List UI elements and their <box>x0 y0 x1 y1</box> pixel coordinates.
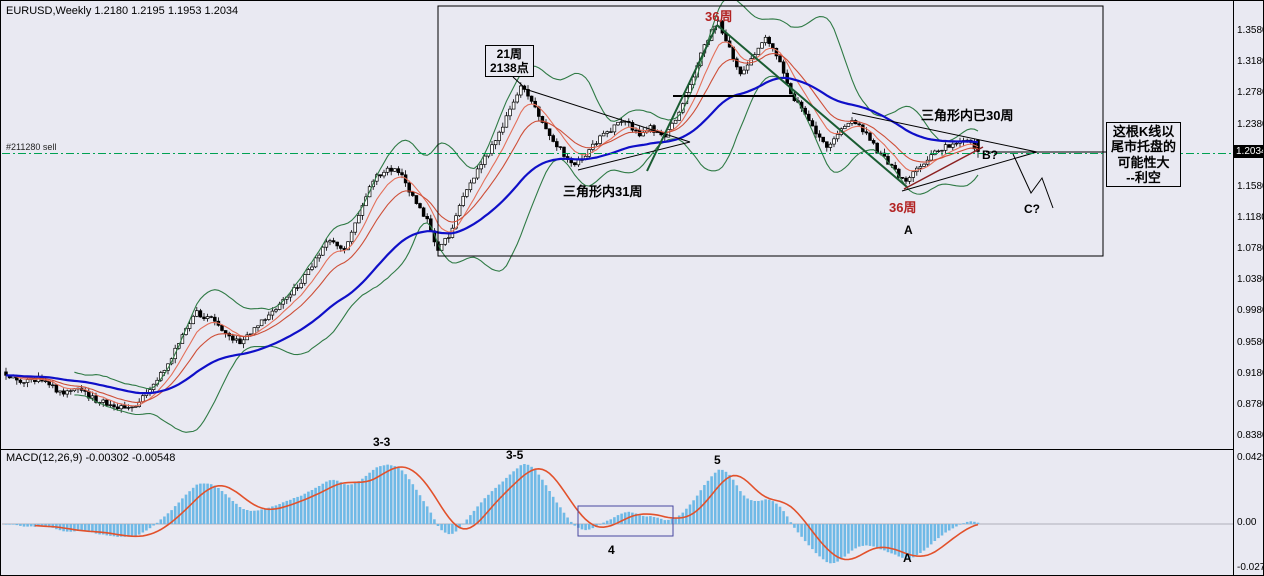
trend-line[interactable] <box>524 88 691 143</box>
candles-layer <box>4 19 980 413</box>
ma-overlays-layer <box>5 1 979 433</box>
macd-indicator-label: MACD(12,26,9) -0.00302 -0.00548 <box>6 452 176 464</box>
trend-line[interactable] <box>512 76 526 89</box>
current-price-badge: 1.2034 <box>1234 145 1264 158</box>
macd-layer <box>2 464 1233 564</box>
zigzag-projection-line[interactable] <box>1012 153 1054 209</box>
trend-line[interactable] <box>577 141 691 171</box>
trend-line[interactable] <box>716 24 908 188</box>
rectangle-object[interactable] <box>577 505 674 537</box>
drawn-objects-layer <box>437 5 1106 537</box>
order-sell-label: #211280 sell <box>6 142 57 152</box>
chart-title: EURUSD,Weekly 1.2180 1.2195 1.1953 1.203… <box>6 5 239 17</box>
rectangle-object[interactable] <box>437 5 1104 257</box>
trend-line[interactable] <box>646 24 718 172</box>
trend-line[interactable] <box>851 112 1038 153</box>
trend-line[interactable] <box>901 151 1038 192</box>
